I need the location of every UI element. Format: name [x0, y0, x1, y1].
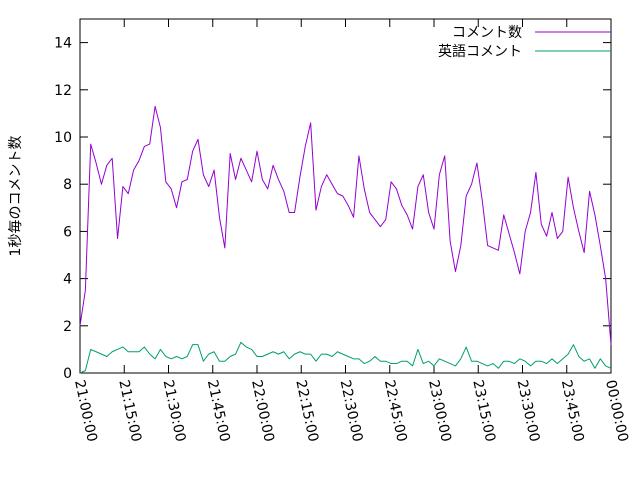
x-axis: 21:00:00 21:15:00 21:30:00 21:45:00 22:00:00… [71, 19, 631, 443]
y-tick-label: 2 [63, 319, 72, 335]
series-line-comment-count [79, 105, 612, 345]
plot-frame [79, 18, 612, 374]
legend-label-english-comments: 英語コメント [438, 43, 522, 60]
x-tick-label: 21:00:00 [71, 379, 100, 444]
x-tick-label: 22:30:00 [337, 379, 366, 444]
y-tick-label: 8 [63, 177, 72, 193]
x-tick-label: 22:45:00 [381, 379, 410, 444]
legend-label-comment-count: コメント数 [452, 25, 522, 41]
legend: コメント数 英語コメント [438, 25, 611, 60]
x-tick-label: 22:15:00 [292, 379, 321, 444]
plot-border [79, 18, 612, 374]
x-tick-label: 22:00:00 [248, 379, 277, 444]
y-tick-label: 14 [54, 36, 72, 52]
x-tick-label: 23:30:00 [514, 379, 543, 444]
y-axis: 0 2 4 6 8 10 12 14 [54, 36, 611, 382]
y-tick-label: 12 [54, 83, 72, 99]
y-axis-label: 1秒毎のコメント数 [8, 136, 24, 257]
x-tick-label: 21:30:00 [160, 379, 189, 444]
x-tick-label: 21:45:00 [204, 379, 233, 444]
y-tick-label: 0 [63, 366, 72, 382]
x-tick-label: 21:15:00 [115, 379, 144, 444]
y-tick-label: 4 [63, 272, 72, 288]
series-lines [79, 105, 612, 374]
x-tick-label: 23:45:00 [558, 379, 587, 444]
x-tick-label: 00:00:00 [602, 379, 631, 444]
x-tick-label: 23:00:00 [425, 379, 454, 444]
y-tick-label: 6 [63, 224, 72, 240]
x-tick-label: 23:15:00 [469, 379, 498, 444]
series-line-english-comments [79, 341, 612, 374]
y-tick-label: 10 [54, 130, 72, 146]
